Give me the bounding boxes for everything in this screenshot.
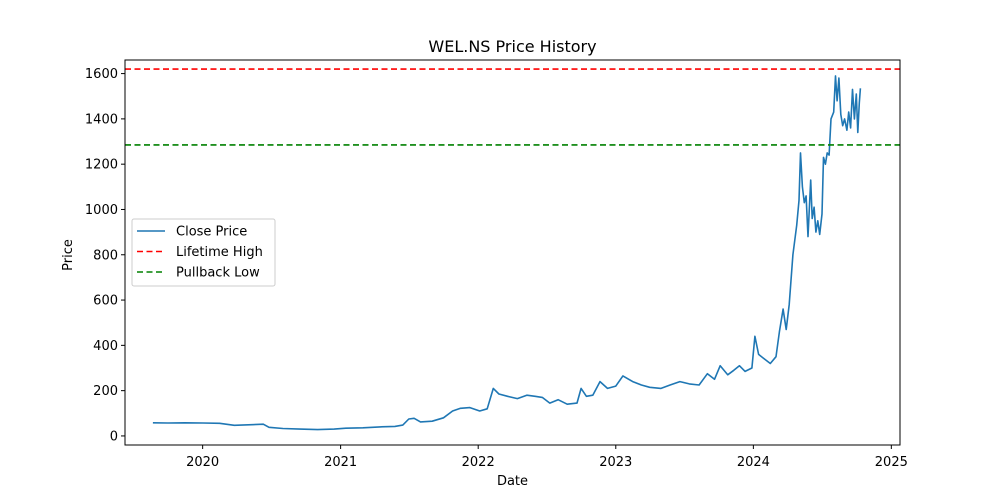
legend-label-pullback-low: Pullback Low	[176, 266, 260, 281]
y-tick-label: 1200	[85, 158, 118, 173]
x-tick-label: 2022	[462, 455, 495, 470]
y-tick-label: 1000	[85, 203, 118, 218]
y-tick-label: 1400	[85, 112, 118, 127]
y-axis-label: Price	[61, 239, 76, 271]
x-tick-label: 2023	[599, 455, 632, 470]
legend-box	[131, 218, 276, 287]
legend-label-lifetime-high: Lifetime High	[176, 245, 263, 260]
series-line-close-price	[152, 75, 862, 431]
y-tick-label: 1600	[85, 67, 118, 82]
x-tick-label: 2021	[324, 455, 357, 470]
plot-area	[125, 68, 900, 431]
chart-title: WEL.NS Price History	[428, 37, 596, 56]
axes: 0 200 400 600 800 1000 1200 1400 1600 2020 2021 202…	[85, 59, 908, 470]
x-axis-label: Date	[497, 474, 528, 489]
legend: Close Price Lifetime High Pullback Low	[131, 218, 276, 287]
x-tick-label: 2024	[737, 455, 770, 470]
y-tick-label: 400	[93, 339, 118, 354]
y-tick-label: 800	[93, 248, 118, 263]
x-tick-label: 2020	[186, 455, 219, 470]
axes-frame	[124, 59, 901, 446]
x-tick-label: 2025	[875, 455, 908, 470]
y-tick-label: 200	[93, 384, 118, 399]
y-tick-label: 600	[93, 294, 118, 309]
y-tick-label: 0	[110, 429, 118, 444]
legend-label-close-price: Close Price	[176, 225, 247, 240]
